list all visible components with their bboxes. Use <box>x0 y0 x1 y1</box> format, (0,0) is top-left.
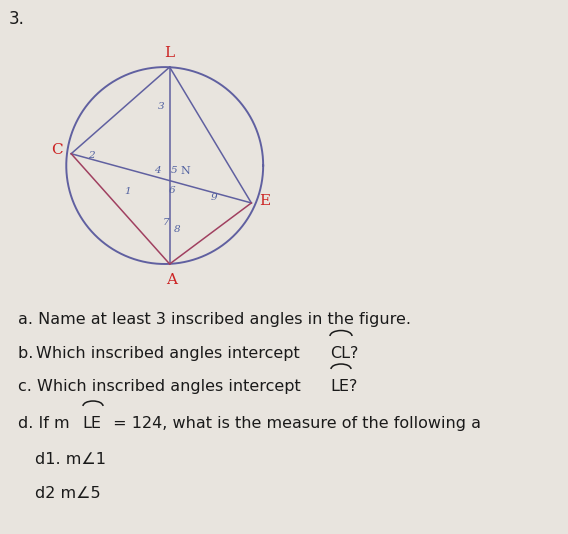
Text: LE?: LE? <box>330 379 357 394</box>
Text: d1. m∠1: d1. m∠1 <box>35 452 106 467</box>
Text: A: A <box>166 273 177 287</box>
Text: C: C <box>52 143 63 157</box>
Text: 8: 8 <box>174 225 181 234</box>
Text: 6: 6 <box>168 186 175 195</box>
Text: 5: 5 <box>172 166 178 175</box>
Text: CL?: CL? <box>330 346 358 361</box>
Text: c. Which inscribed angles intercept: c. Which inscribed angles intercept <box>18 379 306 394</box>
Text: E: E <box>260 194 271 208</box>
Text: N: N <box>181 167 190 176</box>
Text: LE: LE <box>82 416 101 431</box>
Text: = 124, what is the measure of the following a: = 124, what is the measure of the follow… <box>108 416 481 431</box>
Text: d. If m: d. If m <box>18 416 70 431</box>
Text: L: L <box>165 46 175 60</box>
Text: Which inscribed angles intercept: Which inscribed angles intercept <box>36 346 305 361</box>
Text: 2: 2 <box>87 151 94 160</box>
Text: 9: 9 <box>211 193 217 201</box>
Text: a. Name at least 3 inscribed angles in the figure.: a. Name at least 3 inscribed angles in t… <box>18 312 411 327</box>
Text: 3: 3 <box>157 102 164 111</box>
Text: 4: 4 <box>154 166 161 175</box>
Text: b.: b. <box>18 346 39 361</box>
Text: 3.: 3. <box>9 10 24 28</box>
Text: 7: 7 <box>162 218 169 227</box>
Text: d2 m∠5: d2 m∠5 <box>35 486 101 501</box>
Text: 1: 1 <box>124 187 131 195</box>
